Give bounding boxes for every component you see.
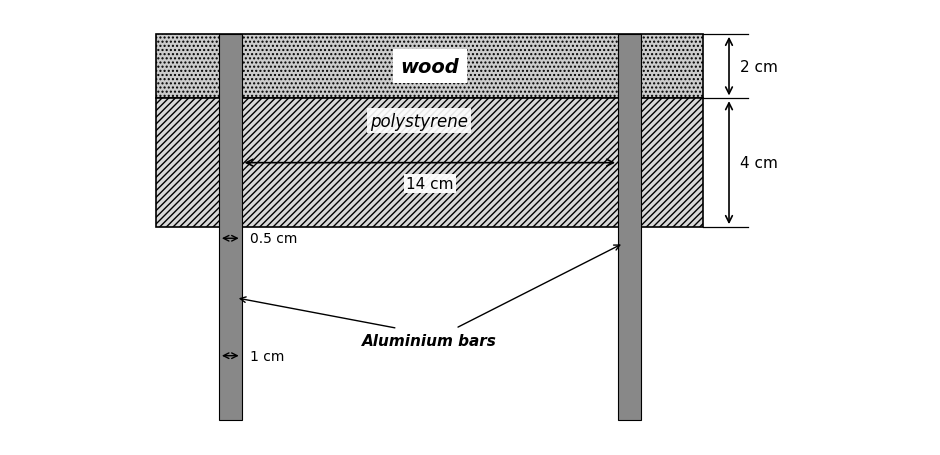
Text: 0.5 cm: 0.5 cm bbox=[250, 232, 297, 246]
Bar bbox=[156, 99, 703, 228]
Bar bbox=[219, 35, 242, 420]
Text: 4 cm: 4 cm bbox=[741, 156, 778, 171]
Text: 2 cm: 2 cm bbox=[741, 60, 778, 75]
Text: 1 cm: 1 cm bbox=[250, 349, 284, 363]
Text: wood: wood bbox=[400, 57, 459, 76]
Text: polystyrene: polystyrene bbox=[370, 112, 468, 131]
Bar bbox=[618, 35, 640, 420]
Bar bbox=[156, 35, 703, 99]
Text: Aluminium bars: Aluminium bars bbox=[362, 334, 497, 349]
Text: 14 cm: 14 cm bbox=[406, 177, 453, 192]
